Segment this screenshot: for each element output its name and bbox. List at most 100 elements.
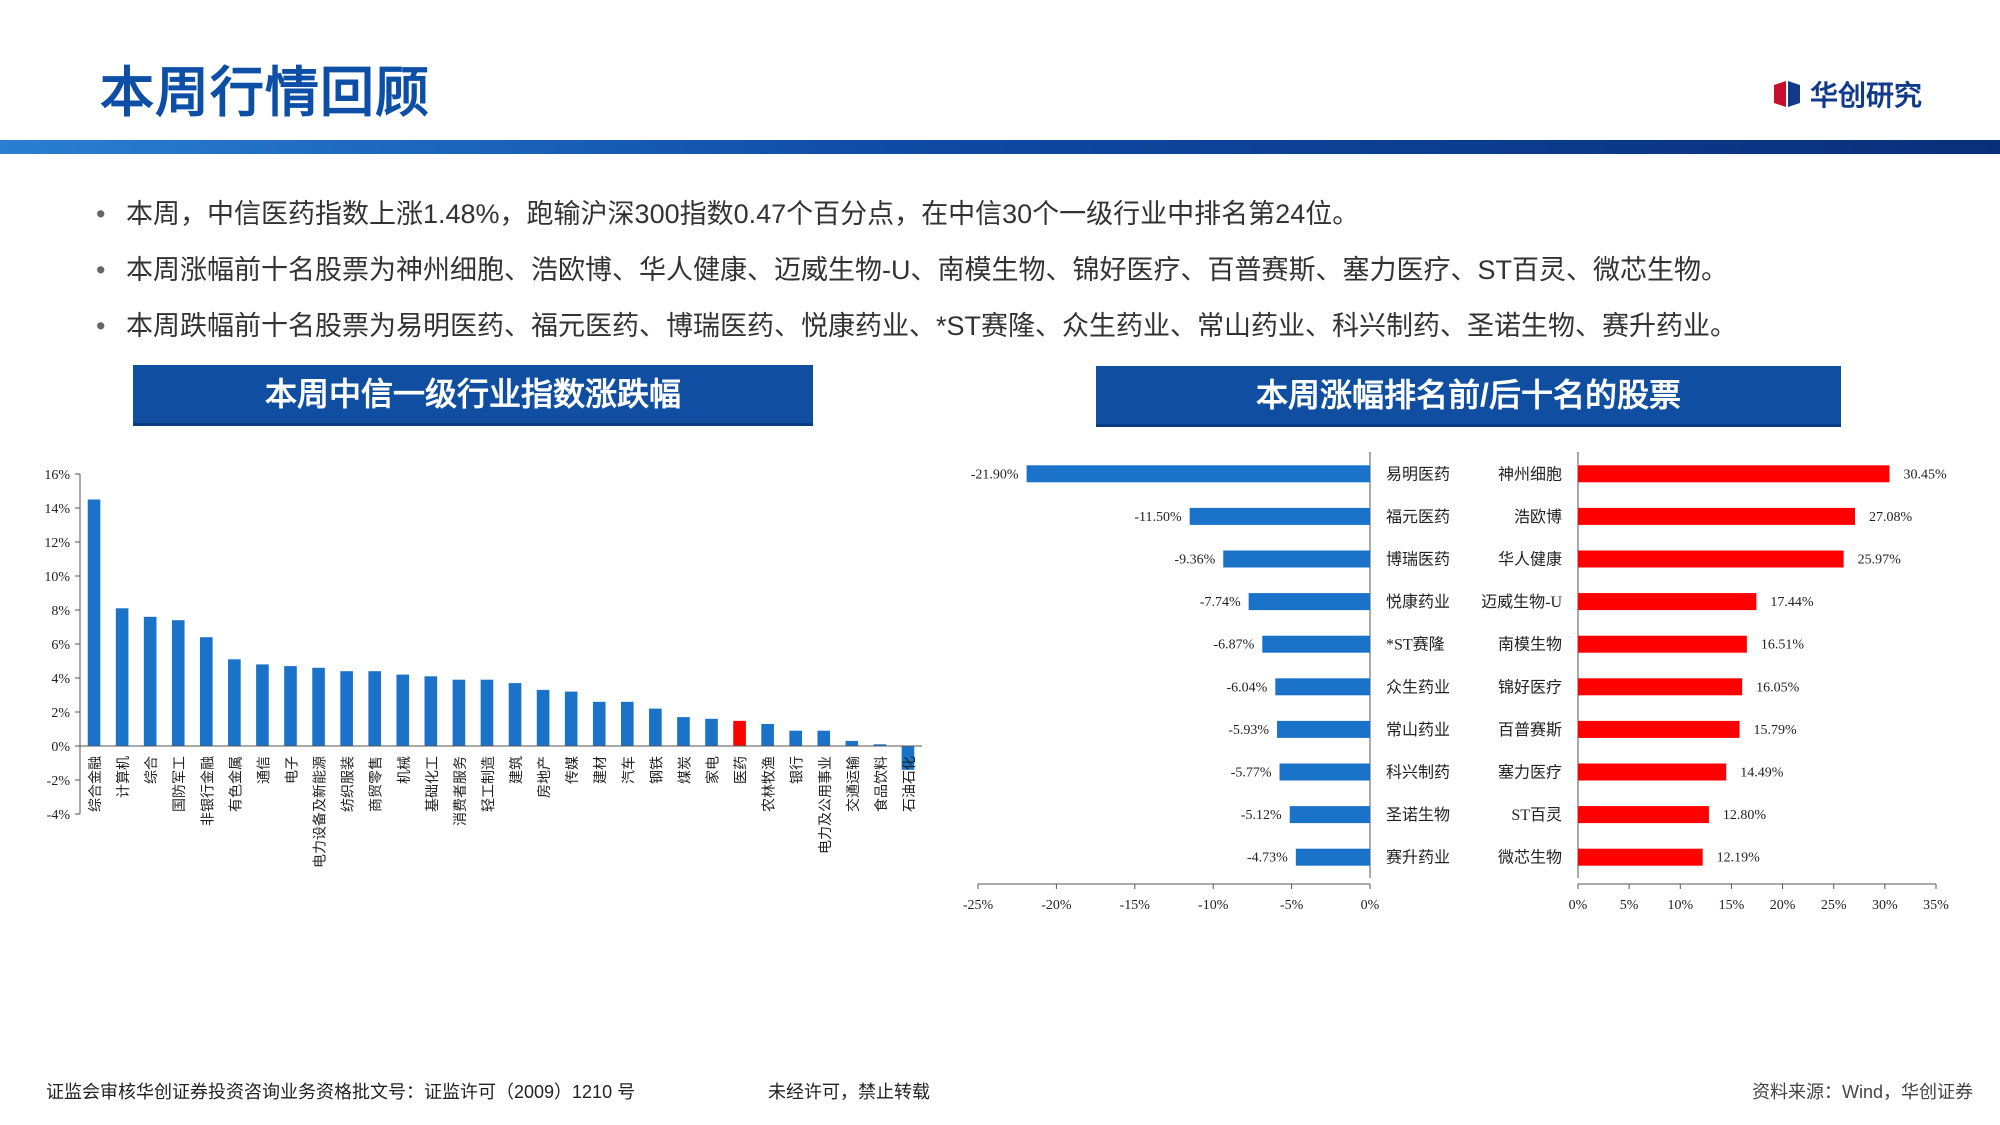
brand-mark-icon (1772, 79, 1802, 109)
pos-x-tick-label: 20% (1770, 898, 1796, 913)
pos-bar-南模生物 (1578, 635, 1747, 653)
x-tick-label: 电力及公用事业 (818, 756, 834, 854)
header-divider (0, 140, 2000, 154)
neg-stock-label: 福元医药 (1386, 508, 1450, 526)
neg-stock-label: 博瑞医药 (1386, 551, 1450, 569)
bar-基础化工 (424, 676, 438, 746)
x-tick-label: 传媒 (565, 756, 581, 784)
bar-电力及公用事业 (817, 730, 831, 746)
neg-x-tick-label: -20% (1041, 898, 1072, 913)
x-tick-label: 煤炭 (677, 756, 693, 784)
pos-bar-百普赛斯 (1578, 720, 1740, 738)
neg-value-label: -11.50% (1134, 510, 1182, 525)
bar-综合金融 (87, 499, 101, 746)
y-tick-label: 4% (51, 672, 70, 687)
pos-value-label: 16.51% (1761, 638, 1805, 653)
page-title: 本周行情回顾 (100, 63, 430, 123)
neg-bar-常山药业 (1277, 720, 1370, 738)
neg-stock-label: 易明医药 (1386, 465, 1450, 483)
neg-stock-label: 常山药业 (1386, 721, 1450, 739)
bar-非银行金融 (199, 637, 213, 746)
bar-纺织服装 (340, 671, 353, 746)
bar-农林牧渔 (761, 723, 774, 746)
pos-bar-迈威生物-U (1578, 593, 1757, 611)
pos-stock-label: 迈威生物-U (1481, 593, 1562, 611)
y-tick-label: 2% (51, 706, 70, 721)
x-tick-label: 银行 (790, 756, 806, 784)
neg-bar-赛升药业 (1295, 848, 1370, 866)
bar-煤炭 (677, 717, 690, 746)
pos-bar-锦好医疗 (1578, 678, 1743, 696)
y-tick-label: 16% (44, 468, 70, 483)
bar-石油石化 (901, 746, 915, 770)
x-tick-label: 家电 (705, 756, 722, 784)
y-tick-label: 6% (51, 638, 70, 653)
pos-x-tick-label: 35% (1923, 898, 1949, 913)
pos-stock-label: 浩欧博 (1514, 508, 1562, 526)
x-tick-label: 电子 (285, 756, 301, 784)
pos-stock-label: 神州细胞 (1498, 465, 1562, 483)
neg-x-tick-label: 0% (1361, 898, 1380, 913)
neg-bar-科兴制药 (1279, 763, 1370, 781)
x-tick-label: 商贸零售 (369, 756, 385, 812)
x-tick-label: 机械 (397, 756, 413, 784)
pos-x-tick-label: 5% (1620, 898, 1639, 913)
pos-x-tick-label: 30% (1872, 898, 1898, 913)
x-tick-label: 纺织服装 (341, 756, 357, 812)
x-tick-label: 有色金属 (227, 756, 244, 812)
pos-stock-label: 华人健康 (1498, 551, 1562, 569)
bar-消费者服务 (452, 679, 466, 746)
pos-stock-label: 百普赛斯 (1498, 720, 1562, 739)
pos-x-tick-label: 25% (1821, 898, 1847, 913)
bar-有色金属 (228, 659, 241, 746)
neg-bar-易明医药 (1026, 465, 1370, 483)
neg-value-label: -6.87% (1213, 638, 1254, 653)
x-tick-label: 石油石化 (902, 756, 918, 812)
bar-家电 (705, 718, 718, 746)
bar-电子 (284, 666, 297, 746)
neg-x-tick-label: -25% (963, 898, 994, 913)
pos-x-tick-label: 10% (1667, 898, 1693, 913)
x-tick-label: 电力设备及新能源 (312, 756, 329, 868)
neg-bar-悦康药业 (1248, 593, 1370, 611)
neg-value-label: -21.90% (971, 467, 1019, 482)
x-tick-label: 农林牧渔 (762, 756, 778, 812)
pos-bar-ST百灵 (1578, 806, 1709, 824)
y-tick-label: 0% (51, 740, 70, 755)
neg-stock-label: 科兴制药 (1386, 764, 1450, 782)
pos-stock-label: 南模生物 (1498, 636, 1562, 654)
x-tick-label: 国防军工 (172, 756, 188, 812)
pos-bar-浩欧博 (1578, 507, 1855, 525)
x-tick-label: 综合金融 (88, 756, 104, 812)
pos-stock-label: 塞力医疗 (1498, 764, 1562, 782)
x-tick-label: 非银行金融 (200, 756, 216, 826)
bar-交通运输 (845, 740, 859, 746)
bar-通信 (256, 664, 269, 746)
x-tick-label: 钢铁 (649, 756, 665, 784)
x-tick-label: 建筑 (509, 756, 525, 784)
neg-x-tick-label: -10% (1198, 898, 1229, 913)
bar-房地产 (536, 689, 550, 746)
neg-stock-label: 众生药业 (1386, 678, 1450, 696)
bar-综合 (143, 616, 157, 746)
pos-x-tick-label: 0% (1569, 898, 1588, 913)
x-tick-label: 交通运输 (845, 756, 862, 812)
x-tick-label: 消费者服务 (453, 756, 469, 826)
x-tick-label: 房地产 (537, 756, 553, 798)
neg-bar-*ST赛隆 (1262, 635, 1370, 653)
y-tick-label: 8% (51, 604, 70, 619)
industry-index-chart: -4% -2% 0% 2% 4% 6% 8% 10% 12% 14% 16% 综合金融 计算机 综合 国防军… (44, 468, 922, 868)
x-tick-label: 轻工制造 (481, 756, 497, 812)
neg-value-label: -5.93% (1228, 723, 1269, 738)
bar-国防军工 (171, 620, 185, 746)
neg-bar-博瑞医药 (1223, 550, 1370, 568)
y-tick-label: -4% (47, 808, 71, 823)
stock-ranking-chart: -25% -20% -15% -10% -5% 0% -21.90% 易明医药 -11.50% 福… (963, 452, 1949, 913)
neg-stock-label: 圣诺生物 (1386, 806, 1450, 824)
summary-item: • 本周跌幅前十名股票为易明医药、福元医药、博瑞医药、悦康药业、*ST赛隆、众生药… (96, 311, 1738, 341)
neg-stock-label: 悦康药业 (1386, 593, 1450, 611)
pos-value-label: 16.05% (1756, 680, 1800, 695)
bar-医药 (733, 720, 746, 746)
bar-钢铁 (649, 708, 662, 746)
y-tick-label: 12% (44, 536, 70, 551)
